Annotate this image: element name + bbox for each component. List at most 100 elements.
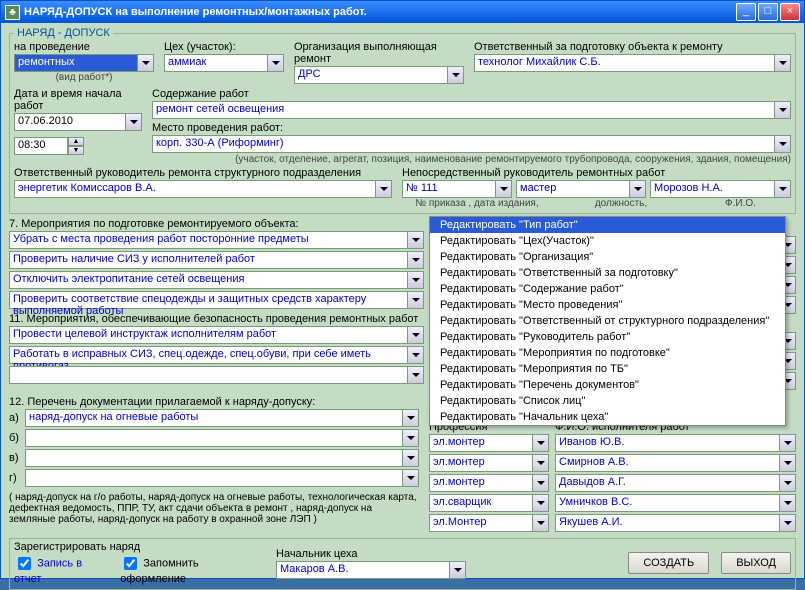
sec12-item-0-dropdown-button[interactable]: [403, 409, 419, 427]
sec13-fio-1-dropdown-button[interactable]: [780, 454, 796, 472]
sec11-list: Провести целевой инструктаж исполнителям…: [9, 326, 424, 364]
sec13-fio-2-dropdown-button[interactable]: [780, 474, 796, 492]
resp-struct-dropdown-button[interactable]: [376, 180, 392, 198]
sec12-item-3[interactable]: [25, 469, 403, 487]
sec11-item-1[interactable]: Работать в исправных СИЗ, спец.одежде, с…: [9, 346, 408, 364]
app-icon: ♣: [5, 5, 20, 20]
context-menu-item-9[interactable]: Редактировать "Мероприятия по ТБ": [430, 361, 785, 377]
sec13-fio-2[interactable]: Давыдов А.Г.: [555, 474, 780, 492]
resp-prep-dropdown-button[interactable]: [775, 54, 791, 72]
context-menu-item-8[interactable]: Редактировать "Мероприятия по подготовке…: [430, 345, 785, 361]
minimize-button[interactable]: _: [736, 3, 756, 21]
shop-select[interactable]: аммиак: [164, 54, 268, 72]
sec12-note: ( наряд-допуск на г/о работы, наряд-допу…: [9, 492, 419, 525]
sec11-item-0-dropdown-button[interactable]: [408, 326, 424, 344]
sec13-prof-1-dropdown-button[interactable]: [533, 454, 549, 472]
context-menu-item-7[interactable]: Редактировать "Руководитель работ": [430, 329, 785, 345]
context-menu-item-4[interactable]: Редактировать "Содержание работ": [430, 281, 785, 297]
sec7-item-3[interactable]: Проверить соответствие спецодежды и защи…: [9, 291, 408, 309]
titlebar: ♣ НАРЯД-ДОПУСК на выполнение ремонтных/м…: [1, 1, 804, 23]
chief-select[interactable]: Макаров А.В.: [276, 561, 450, 579]
sec7-item-1[interactable]: Проверить наличие СИЗ у исполнителей раб…: [9, 251, 408, 269]
sec13-fio-1[interactable]: Смирнов А.В.: [555, 454, 780, 472]
sec13-fio-3-dropdown-button[interactable]: [780, 494, 796, 512]
sec7-item-3-dropdown-button[interactable]: [408, 291, 424, 309]
fio-select[interactable]: Морозов Н.А.: [650, 180, 775, 198]
sec13-fio-3[interactable]: Умничков В.С.: [555, 494, 780, 512]
place-select[interactable]: корп. 330-А (Риформинг): [152, 135, 775, 153]
shop-dropdown-button[interactable]: [268, 54, 284, 72]
app-window: ♣ НАРЯД-ДОПУСК на выполнение ремонтных/м…: [0, 0, 805, 579]
sec13-fio-4[interactable]: Якушев А.И.: [555, 514, 780, 532]
resp-prep-select[interactable]: технолог Михайлик С.Б.: [474, 54, 775, 72]
label-sec11: 11. Мероприятия, обеспечивающие безопасн…: [9, 313, 424, 325]
context-menu-item-1[interactable]: Редактировать "Цех(Участок)": [430, 233, 785, 249]
sec13-prof-2[interactable]: эл.монтер: [429, 474, 533, 492]
sec12-item-1[interactable]: [25, 429, 403, 447]
sec11-blank-dropdown-button[interactable]: [408, 366, 424, 384]
sec7-item-0[interactable]: Убрать с места проведения работ посторон…: [9, 231, 408, 249]
sec13-fio-4-dropdown-button[interactable]: [780, 514, 796, 532]
context-menu-item-12[interactable]: Редактировать "Начальник цеха": [430, 409, 785, 425]
sec13-prof-2-dropdown-button[interactable]: [533, 474, 549, 492]
close-button[interactable]: ×: [780, 3, 800, 21]
sec12-item-2-dropdown-button[interactable]: [403, 449, 419, 467]
exit-button[interactable]: ВЫХОД: [721, 552, 791, 574]
sec13-prof-4-dropdown-button[interactable]: [533, 514, 549, 532]
sec11-item-blank[interactable]: [9, 366, 408, 384]
sec12-item-1-dropdown-button[interactable]: [403, 429, 419, 447]
time-spinner[interactable]: ▲▼: [68, 137, 84, 155]
chk-remember-label[interactable]: Запомнить оформление: [120, 554, 264, 585]
context-menu-item-10[interactable]: Редактировать "Перечень документов": [430, 377, 785, 393]
chk-record-label[interactable]: Запись в отчет: [14, 554, 110, 585]
resp-struct-select[interactable]: энергетик Комиссаров В.А.: [14, 180, 376, 198]
order-num-select[interactable]: № 111: [402, 180, 496, 198]
chief-dropdown-button[interactable]: [450, 561, 466, 579]
label-org: Организация выполняющая ремонт: [294, 41, 464, 65]
sec11-item-1-dropdown-button[interactable]: [408, 346, 424, 364]
sec12-list: а)наряд-допуск на огневые работыб)в)г): [9, 409, 419, 489]
org-dropdown-button[interactable]: [448, 66, 464, 84]
fio-dropdown-button[interactable]: [775, 180, 791, 198]
order-num-dropdown-button[interactable]: [496, 180, 512, 198]
sec7-item-2[interactable]: Отключить электропитание сетей освещения: [9, 271, 408, 289]
create-button[interactable]: СОЗДАТЬ: [628, 552, 709, 574]
sec7-item-1-dropdown-button[interactable]: [408, 251, 424, 269]
content-select[interactable]: ремонт сетей освещения: [152, 101, 775, 119]
type-select[interactable]: ремонтных: [14, 54, 138, 72]
place-dropdown-button[interactable]: [775, 135, 791, 153]
time-input[interactable]: 08:30: [14, 137, 68, 155]
type-subcaption: (вид работ*): [14, 72, 154, 83]
sec13-prof-4[interactable]: эл.Монтер: [429, 514, 533, 532]
org-select[interactable]: ДРС: [294, 66, 448, 84]
hint-fio: Ф.И.О.: [690, 198, 791, 209]
sec7-item-0-dropdown-button[interactable]: [408, 231, 424, 249]
chk-remember[interactable]: [124, 557, 137, 570]
type-dropdown-button[interactable]: [138, 54, 154, 72]
sec12-item-3-dropdown-button[interactable]: [403, 469, 419, 487]
sec13-fio-0-dropdown-button[interactable]: [780, 434, 796, 452]
sec13-prof-3[interactable]: эл.сварщик: [429, 494, 533, 512]
sec13-prof-0-dropdown-button[interactable]: [533, 434, 549, 452]
context-menu-item-0[interactable]: Редактировать "Тип работ": [430, 217, 785, 233]
sec13-prof-3-dropdown-button[interactable]: [533, 494, 549, 512]
context-menu-item-6[interactable]: Редактировать "Ответственный от структур…: [430, 313, 785, 329]
sec13-prof-0[interactable]: эл.монтер: [429, 434, 533, 452]
date-dropdown-button[interactable]: [126, 113, 142, 131]
sec11-item-0[interactable]: Провести целевой инструктаж исполнителям…: [9, 326, 408, 344]
sec13-prof-1[interactable]: эл.монтер: [429, 454, 533, 472]
maximize-button[interactable]: □: [758, 3, 778, 21]
sec13-fio-0[interactable]: Иванов Ю.В.: [555, 434, 780, 452]
date-input[interactable]: 07.06.2010: [14, 113, 126, 131]
sec12-item-2[interactable]: [25, 449, 403, 467]
chk-record[interactable]: [18, 557, 31, 570]
position-select[interactable]: мастер: [516, 180, 630, 198]
context-menu-item-3[interactable]: Редактировать "Ответственный за подготов…: [430, 265, 785, 281]
sec7-item-2-dropdown-button[interactable]: [408, 271, 424, 289]
position-dropdown-button[interactable]: [630, 180, 646, 198]
sec12-item-0[interactable]: наряд-допуск на огневые работы: [25, 409, 403, 427]
content-dropdown-button[interactable]: [775, 101, 791, 119]
context-menu-item-5[interactable]: Редактировать "Место проведения": [430, 297, 785, 313]
context-menu-item-11[interactable]: Редактировать "Список лиц": [430, 393, 785, 409]
context-menu-item-2[interactable]: Редактировать "Организация": [430, 249, 785, 265]
